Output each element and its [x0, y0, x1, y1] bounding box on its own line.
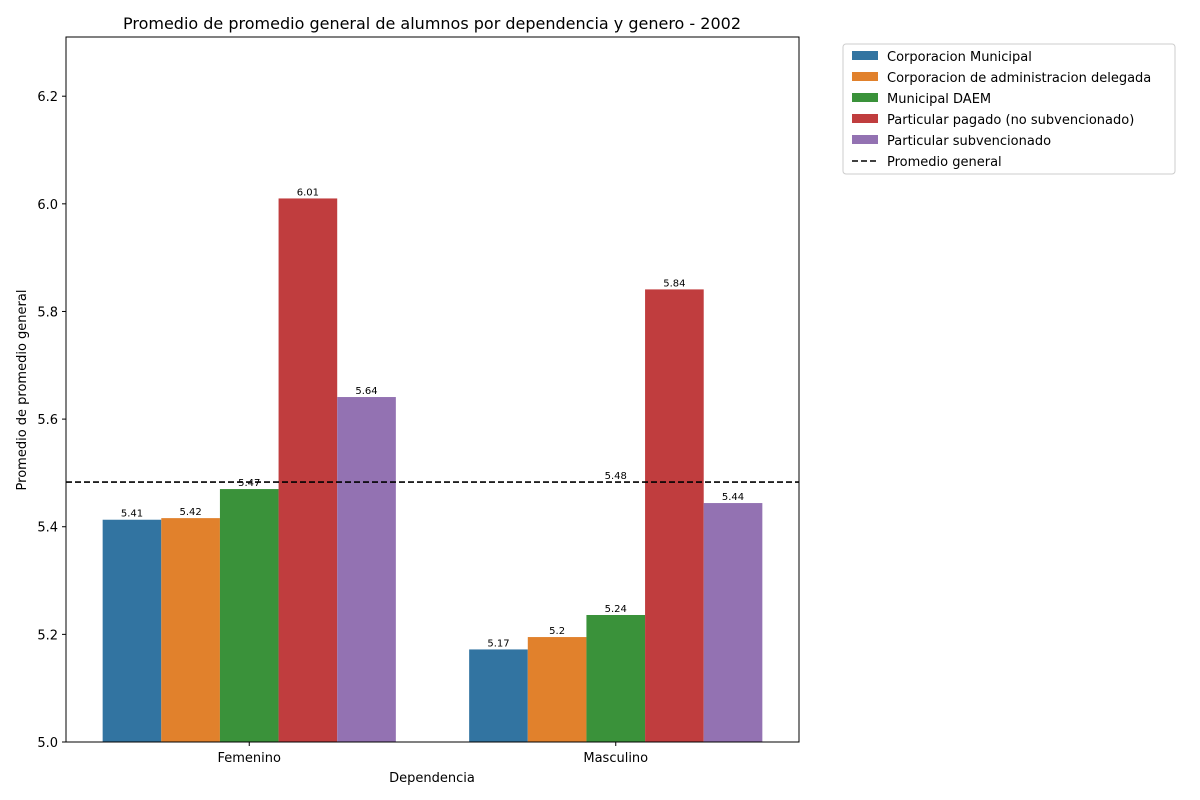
bar [704, 503, 763, 742]
bar-value-label: 5.47 [238, 478, 260, 489]
bar [103, 520, 162, 742]
bar [161, 518, 220, 742]
bar [645, 289, 704, 742]
legend-swatch [852, 114, 878, 123]
bar-value-label: 5.2 [549, 626, 565, 637]
reference-line-label: 5.48 [605, 471, 627, 482]
legend-label: Particular subvencionado [887, 134, 1051, 149]
y-tick-label: 6.2 [37, 90, 58, 105]
bar [279, 198, 338, 742]
legend-label: Promedio general [887, 155, 1002, 170]
bar [220, 489, 279, 742]
bar [528, 637, 587, 742]
y-tick-label: 5.2 [37, 628, 58, 643]
bar-value-label: 5.64 [355, 386, 377, 397]
plot-area: 5.41 5.425.476.015.645.175.25.245.845.44 … [66, 37, 799, 742]
bar [586, 615, 645, 742]
legend: Corporacion Municipal Corporacion de admi… [843, 44, 1175, 174]
y-tick-label: 5.0 [37, 736, 58, 751]
legend-swatch [852, 72, 878, 81]
legend-label: Corporacion de administracion delegada [887, 71, 1151, 86]
x-axis-label: Dependencia [389, 771, 475, 786]
bar [469, 649, 528, 742]
y-tick-label: 6.0 [37, 198, 58, 213]
bar-value-label: 6.01 [297, 187, 319, 198]
bar-value-label: 5.17 [487, 638, 509, 649]
legend-swatch [852, 135, 878, 144]
bar-value-label: 5.24 [605, 604, 627, 615]
legend-label: Corporacion Municipal [887, 50, 1032, 65]
bar-value-label: 5.41 [121, 509, 143, 520]
y-axis-label: Promedio de promedio general [15, 290, 30, 491]
legend-label: Particular pagado (no subvencionado) [887, 113, 1134, 128]
y-axis: 5.0 5.2 5.4 5.6 5.8 6.0 6.2 [37, 90, 66, 751]
y-tick-label: 5.4 [37, 521, 58, 536]
bar-value-label: 5.42 [179, 507, 201, 518]
bar-value-label: 5.44 [722, 492, 744, 503]
bar [337, 397, 396, 742]
legend-label: Municipal DAEM [887, 92, 991, 107]
legend-swatch [852, 93, 878, 102]
y-tick-label: 5.8 [37, 305, 58, 320]
y-tick-label: 5.6 [37, 413, 58, 428]
x-tick-label: Femenino [218, 751, 282, 766]
bar-value-label: 5.84 [663, 278, 685, 289]
legend-swatch [852, 51, 878, 60]
chart-title: Promedio de promedio general de alumnos … [123, 14, 741, 33]
x-axis: Femenino Masculino [218, 742, 649, 766]
x-tick-label: Masculino [583, 751, 648, 766]
